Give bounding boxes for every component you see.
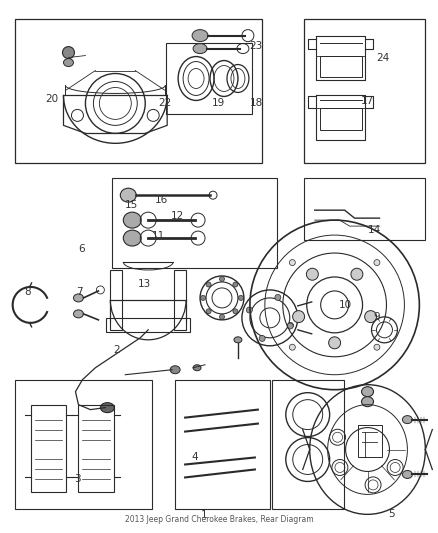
Text: 6: 6: [78, 245, 85, 254]
Ellipse shape: [246, 307, 252, 313]
Ellipse shape: [124, 230, 141, 246]
Ellipse shape: [233, 282, 238, 287]
Ellipse shape: [219, 277, 225, 281]
Bar: [304, 19, 425, 163]
Ellipse shape: [328, 337, 341, 349]
Ellipse shape: [287, 322, 293, 328]
Text: 17: 17: [361, 95, 374, 106]
Ellipse shape: [290, 344, 295, 350]
Ellipse shape: [170, 366, 180, 374]
Text: 2: 2: [113, 345, 120, 356]
Ellipse shape: [351, 268, 363, 280]
Ellipse shape: [193, 44, 207, 53]
Text: 13: 13: [138, 279, 152, 288]
Ellipse shape: [63, 46, 74, 59]
Ellipse shape: [124, 212, 141, 228]
Bar: [304, 178, 425, 240]
Bar: [110, 270, 122, 330]
Text: 1: 1: [201, 510, 207, 520]
Ellipse shape: [219, 314, 225, 319]
Text: 2013 Jeep Grand Cherokee Brakes, Rear Diagram: 2013 Jeep Grand Cherokee Brakes, Rear Di…: [125, 515, 313, 524]
Bar: [78, 405, 114, 492]
Text: 20: 20: [46, 94, 59, 104]
Ellipse shape: [361, 397, 374, 407]
Bar: [166, 43, 252, 115]
Ellipse shape: [201, 295, 205, 301]
Text: 5: 5: [388, 508, 395, 519]
Text: 15: 15: [125, 200, 138, 211]
Text: 22: 22: [158, 98, 171, 108]
Text: 14: 14: [367, 225, 381, 236]
Ellipse shape: [206, 309, 211, 314]
Ellipse shape: [290, 260, 295, 265]
Bar: [106, 318, 190, 332]
Text: 4: 4: [192, 452, 198, 462]
Ellipse shape: [74, 294, 83, 302]
Text: 10: 10: [339, 300, 352, 310]
Ellipse shape: [259, 335, 265, 342]
Text: 24: 24: [376, 53, 389, 63]
Ellipse shape: [403, 416, 413, 424]
Ellipse shape: [293, 311, 304, 322]
Bar: [31, 405, 67, 492]
Ellipse shape: [100, 402, 114, 413]
Bar: [272, 379, 343, 510]
Bar: [175, 379, 270, 510]
Ellipse shape: [365, 311, 377, 322]
Ellipse shape: [374, 260, 380, 265]
Ellipse shape: [238, 295, 244, 301]
Ellipse shape: [234, 337, 242, 343]
Ellipse shape: [74, 310, 83, 318]
Text: 12: 12: [171, 211, 184, 221]
Ellipse shape: [307, 268, 318, 280]
Bar: [14, 379, 152, 510]
Bar: [320, 55, 361, 77]
Ellipse shape: [403, 471, 413, 479]
Ellipse shape: [374, 344, 380, 350]
Text: 9: 9: [374, 312, 380, 322]
Ellipse shape: [193, 365, 201, 371]
Ellipse shape: [275, 294, 281, 301]
Ellipse shape: [287, 323, 293, 329]
Bar: [320, 108, 361, 131]
Ellipse shape: [206, 282, 211, 287]
Bar: [174, 270, 186, 330]
Text: 16: 16: [155, 195, 168, 205]
Text: 11: 11: [152, 231, 166, 241]
Ellipse shape: [233, 309, 238, 314]
Ellipse shape: [120, 188, 136, 202]
Text: 7: 7: [76, 287, 83, 297]
Bar: [14, 19, 262, 163]
Text: 18: 18: [250, 98, 263, 108]
Text: 23: 23: [250, 41, 263, 51]
Text: 19: 19: [212, 98, 225, 108]
Ellipse shape: [192, 30, 208, 42]
Ellipse shape: [64, 59, 74, 67]
Ellipse shape: [361, 386, 374, 397]
Text: 3: 3: [74, 474, 81, 484]
Bar: [112, 178, 277, 268]
Text: 8: 8: [25, 287, 31, 297]
Bar: [357, 425, 382, 456]
